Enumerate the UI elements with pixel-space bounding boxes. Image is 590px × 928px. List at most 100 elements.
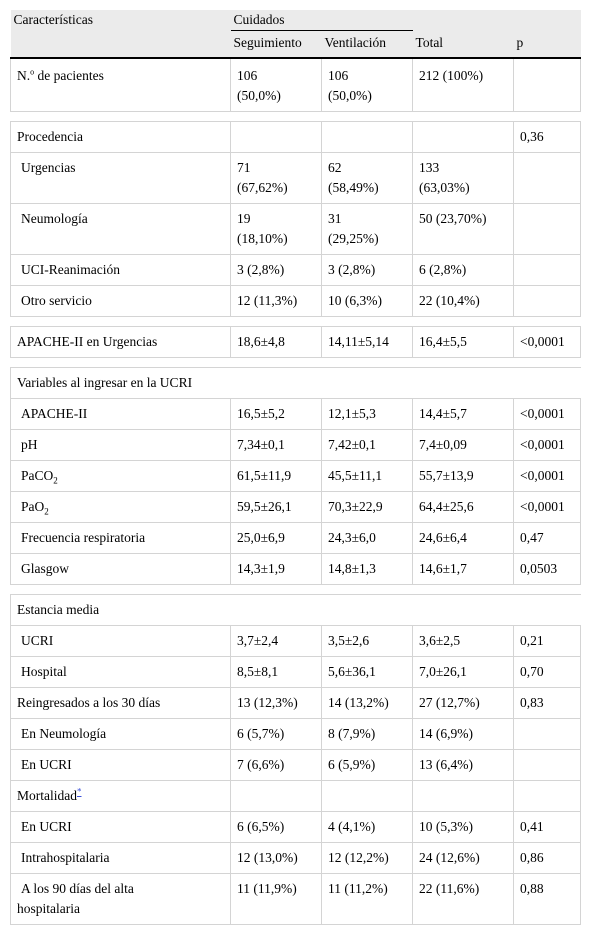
cell-ventilation: 10 (6,3%) <box>320 285 414 317</box>
cell-follow-up: 106 (50,0%) <box>230 57 322 112</box>
cell-follow-up: 14,3±1,9 <box>230 553 322 585</box>
header-follow-up: Seguimiento <box>230 30 322 59</box>
row-label: pH <box>10 429 231 461</box>
cell-ventilation: 14,8±1,3 <box>320 553 414 585</box>
cell-follow-up: 19 (18,10%) <box>230 203 322 255</box>
table-row: Mortalidad* <box>10 780 582 812</box>
table-row: PaO2 59,5±26,1 70,3±22,9 64,4±25,6 <0,00… <box>10 491 582 523</box>
table-row: Frecuencia respiratoria 25,0±6,9 24,3±6,… <box>10 522 582 554</box>
cell-ventilation: 106 (50,0%) <box>320 57 414 112</box>
table-row: En Neumología 6 (5,7%) 8 (7,9%) 14 (6,9%… <box>10 718 582 750</box>
row-label: Hospital <box>10 656 231 688</box>
cell-p: <0,0001 <box>513 429 582 461</box>
cell-p: 0,88 <box>513 873 582 925</box>
cell-follow-up: 61,5±11,9 <box>230 460 322 492</box>
table-row: Intrahospitalaria 12 (13,0%) 12 (12,2%) … <box>10 842 582 874</box>
row-label: Frecuencia respiratoria <box>10 522 231 554</box>
cell-p: 0,83 <box>513 687 582 719</box>
cell-follow-up: 3 (2,8%) <box>230 254 322 286</box>
cell-ventilation: 7,42±0,1 <box>320 429 414 461</box>
cell-ventilation: 6 (5,9%) <box>320 749 414 781</box>
cell-p: <0,0001 <box>513 460 582 492</box>
row-label: En UCRI <box>10 811 231 843</box>
cell-total: 7,0±26,1 <box>412 656 515 688</box>
table-header: Características Cuidados Seguimiento Ven… <box>10 10 581 59</box>
cell-total: 50 (23,70%) <box>412 203 515 255</box>
table-row: En UCRI 6 (6,5%) 4 (4,1%) 10 (5,3%) 0,41 <box>10 811 582 843</box>
row-label: A los 90 días del alta hospitalaria <box>10 873 231 925</box>
cell-p <box>513 285 582 317</box>
cell-p: 0,21 <box>513 625 582 657</box>
table-row: UCI-Reanimación 3 (2,8%) 3 (2,8%) 6 (2,8… <box>10 254 582 286</box>
table-row: Hospital 8,5±8,1 5,6±36,1 7,0±26,1 0,70 <box>10 656 582 688</box>
cell-ventilation: 31 (29,25%) <box>320 203 414 255</box>
row-label: PaO2 <box>10 491 231 523</box>
cell-ventilation: 14,11±5,14 <box>320 326 414 358</box>
row-label: Reingresados a los 30 días <box>10 687 231 719</box>
cell-p: <0,0001 <box>513 326 582 358</box>
cell-total: 22 (10,4%) <box>412 285 515 317</box>
row-label: APACHE-II <box>10 398 231 430</box>
cell-total: 10 (5,3%) <box>412 811 515 843</box>
cell-ventilation: 8 (7,9%) <box>320 718 414 750</box>
cell-total: 22 (11,6%) <box>412 873 515 925</box>
cell-p <box>513 254 582 286</box>
cell-total: 55,7±13,9 <box>412 460 515 492</box>
table-row: Neumología 19 (18,10%) 31 (29,25%) 50 (23,… <box>10 203 582 255</box>
cell-ventilation: 24,3±6,0 <box>320 522 414 554</box>
row-label: APACHE-II en Urgencias <box>10 326 231 358</box>
cell-ventilation: 3,5±2,6 <box>320 625 414 657</box>
cell-follow-up: 71 (67,62%) <box>230 152 322 204</box>
row-label: Urgencias <box>10 152 231 204</box>
table-row: UCRI 3,7±2,4 3,5±2,6 3,6±2,5 0,21 <box>10 625 582 657</box>
cell-follow-up: 7,34±0,1 <box>230 429 322 461</box>
cell-total: 16,4±5,5 <box>412 326 515 358</box>
row-label: Mortalidad* <box>10 780 231 812</box>
row-label: Glasgow <box>10 553 231 585</box>
row-label: PaCO2 <box>10 460 231 492</box>
section-label: Estancia media <box>9 594 581 626</box>
table-row: Estancia media <box>9 594 581 626</box>
table-row: Otro servicio 12 (11,3%) 10 (6,3%) 22 (1… <box>10 285 582 317</box>
cell-follow-up: 6 (6,5%) <box>230 811 322 843</box>
cell-total: 3,6±2,5 <box>412 625 515 657</box>
row-label: En UCRI <box>10 749 231 781</box>
row-label: UCI-Reanimación <box>10 254 231 286</box>
cell-ventilation: 45,5±11,1 <box>320 460 414 492</box>
footnote-link[interactable]: * <box>77 786 82 797</box>
cell-follow-up: 11 (11,9%) <box>230 873 322 925</box>
row-label: Procedencia <box>10 121 231 153</box>
header-characteristics: Características <box>13 12 93 27</box>
cell-p: <0,0001 <box>513 491 582 523</box>
cell-follow-up: 59,5±26,1 <box>230 491 322 523</box>
cell-p: 0,47 <box>513 522 582 554</box>
cell-ventilation: 62 (58,49%) <box>320 152 414 204</box>
header-p: p <box>513 30 581 59</box>
cell-p: 0,70 <box>513 656 582 688</box>
cell-follow-up: 8,5±8,1 <box>230 656 322 688</box>
cell-ventilation: 12 (12,2%) <box>320 842 414 874</box>
cell-total: 212 (100%) <box>412 57 515 112</box>
cell-total: 14,4±5,7 <box>412 398 515 430</box>
row-label: Otro servicio <box>10 285 231 317</box>
row-label: Intrahospitalaria <box>10 842 231 874</box>
cell-ventilation: 70,3±22,9 <box>320 491 414 523</box>
table-row: Glasgow 14,3±1,9 14,8±1,3 14,6±1,7 0,050… <box>10 553 582 585</box>
cell-total: 7,4±0,09 <box>412 429 515 461</box>
cell-total: 24,6±6,4 <box>412 522 515 554</box>
row-label: En Neumología <box>10 718 231 750</box>
cell-follow-up: 12 (11,3%) <box>230 285 322 317</box>
results-table: Características Cuidados Seguimiento Ven… <box>9 10 582 925</box>
table-row: Procedencia 0,36 <box>10 121 582 153</box>
cell-total: 133 (63,03%) <box>412 152 515 204</box>
table-row: Reingresados a los 30 días 13 (12,3%) 14… <box>10 687 582 719</box>
results-table-container: Características Cuidados Seguimiento Ven… <box>9 10 582 925</box>
table-row: En UCRI 7 (6,6%) 6 (5,9%) 13 (6,4%) <box>10 749 582 781</box>
cell-p <box>513 718 582 750</box>
cell-ventilation: 3 (2,8%) <box>320 254 414 286</box>
table-row: APACHE-II en Urgencias 18,6±4,8 14,11±5,… <box>10 326 582 358</box>
table-row: PaCO2 61,5±11,9 45,5±11,1 55,7±13,9 <0,0… <box>10 460 582 492</box>
cell-p: 0,41 <box>513 811 582 843</box>
cell-ventilation: 11 (11,2%) <box>320 873 414 925</box>
table-row: pH 7,34±0,1 7,42±0,1 7,4±0,09 <0,0001 <box>10 429 582 461</box>
